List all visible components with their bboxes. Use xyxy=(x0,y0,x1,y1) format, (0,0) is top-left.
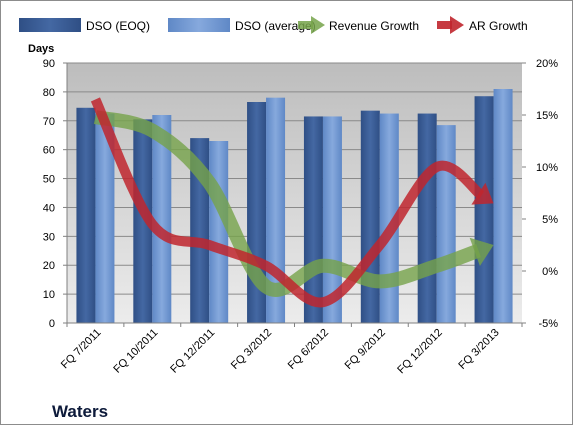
y2-tick-label: -5% xyxy=(538,318,558,330)
bar-dso-eoq xyxy=(417,113,437,323)
legend-swatch-ar-growth xyxy=(437,16,464,34)
x-tick-label: FQ 6/2012 xyxy=(286,327,331,372)
y-axis-ticks: 0 10 20 30 40 50 60 70 80 90 xyxy=(43,58,67,330)
bar-dso-average xyxy=(209,141,229,323)
bar-dso-average xyxy=(95,113,115,323)
x-tick-label: FQ 7/2011 xyxy=(59,327,104,372)
growth-lines xyxy=(90,97,494,308)
x-tick-label: FQ 3/2013 xyxy=(456,327,501,372)
bar-dso-average xyxy=(379,113,399,323)
bar-dso-eoq xyxy=(360,110,380,324)
y-tick-label: 60 xyxy=(43,145,55,157)
y-tick-label: 50 xyxy=(43,174,55,186)
y-tick-label: 30 xyxy=(43,231,55,243)
legend-label-revenue-growth: Revenue Growth xyxy=(329,19,419,33)
line-ar-growth-arrowhead xyxy=(471,182,494,205)
line-ar-growth xyxy=(90,97,485,308)
y2-tick-label: 0% xyxy=(542,266,558,278)
bar-dso-average xyxy=(436,125,456,323)
y-tick-label: 20 xyxy=(43,260,55,272)
company-name: Waters xyxy=(52,402,108,421)
y2-tick-label: 20% xyxy=(536,58,558,70)
x-tick-label: FQ 9/2012 xyxy=(343,327,388,372)
x-axis-ticks: FQ 7/2011 FQ 10/2011 FQ 12/2011 FQ 3/2012 FQ… xyxy=(59,323,523,377)
y-tick-label: 80 xyxy=(43,87,55,99)
y2-tick-label: 10% xyxy=(536,162,558,174)
x-tick-label: FQ 3/2012 xyxy=(229,327,274,372)
y2-tick-label: 5% xyxy=(542,214,558,226)
line-revenue-growth xyxy=(93,110,481,297)
x-tick-label: FQ 12/2011 xyxy=(168,327,217,376)
legend-swatch-revenue-growth xyxy=(298,16,325,34)
y2-tick-label: 15% xyxy=(536,110,558,122)
legend-label-dso-average: DSO (average) xyxy=(235,19,316,33)
y2-axis-ticks: -5% 0% 5% 10% 15% 20% xyxy=(522,58,558,330)
y-tick-label: 0 xyxy=(49,318,55,330)
bar-dso-eoq xyxy=(303,116,323,323)
y-tick-label: 40 xyxy=(43,202,55,214)
bar-dso-eoq xyxy=(474,96,494,323)
y-tick-label: 70 xyxy=(43,116,55,128)
legend: DSO (EOQ) DSO (average) Revenue Growth A… xyxy=(19,16,528,34)
bar-dso-eoq xyxy=(133,119,153,323)
legend-swatch-dso-average xyxy=(168,18,230,32)
bar-dso-average xyxy=(493,89,513,323)
line-revenue-growth-arrowhead xyxy=(469,237,494,266)
legend-label-dso-eoq: DSO (EOQ) xyxy=(86,19,150,33)
x-tick-label: FQ 12/2012 xyxy=(395,327,445,377)
legend-label-ar-growth: AR Growth xyxy=(469,19,528,33)
x-tick-label: FQ 10/2011 xyxy=(111,327,160,376)
y-tick-label: 10 xyxy=(43,289,55,301)
y-tick-label: 90 xyxy=(43,58,55,70)
y-axis-title: Days xyxy=(28,43,54,55)
bar-dso-average xyxy=(152,115,172,323)
bar-dso-eoq xyxy=(76,107,96,324)
legend-swatch-dso-eoq xyxy=(19,18,81,32)
